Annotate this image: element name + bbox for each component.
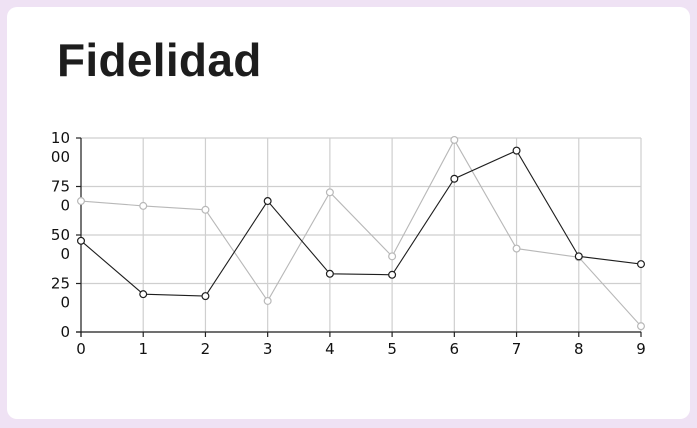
series-2-point [201,292,210,301]
y-tick-label-line: 50 [51,226,70,244]
x-tick-label: 7 [512,340,522,358]
series-line-2 [80,149,642,297]
x-tick-label: 4 [325,340,335,358]
y-tick-label-line: 75 [51,178,70,196]
x-tick-label: 9 [636,340,646,358]
y-tick-label: 10 00 [51,129,70,166]
x-tick-label: 8 [574,340,584,358]
series-1-point [450,135,459,144]
series-2-point [512,146,521,155]
series-2-point [574,252,583,261]
chart-title: Fidelidad [57,34,262,86]
series-2-point [388,270,397,279]
series-1-point [76,197,85,206]
series-2-point [325,269,334,278]
series-2-point [636,260,645,269]
x-tick-label: 1 [138,340,148,358]
y-tick-label-line: 25 [51,275,70,293]
series-2-point [76,236,85,245]
x-tick-label: 0 [76,340,86,358]
series-1-point [201,205,210,214]
y-tick-label: 75 0 [51,178,70,215]
series-1-point [139,201,148,210]
y-tick-label: 50 0 [51,226,70,263]
series-2-point [450,174,459,183]
x-tick-label: 3 [263,340,273,358]
x-tick-label: 6 [450,340,460,358]
series-1-point [388,252,397,261]
chart-card [7,7,690,419]
y-tick-label-line: 10 [51,129,70,147]
series-1-point [636,322,645,331]
series-1-point [325,188,334,197]
x-tick-label: 2 [201,340,211,358]
y-tick-label: 0 [60,323,70,341]
y-tick-label-line: 0 [60,197,70,215]
series-1-point [512,244,521,253]
y-tick-label-line: 00 [51,148,70,166]
series-2-point [263,197,272,206]
x-tick-label: 5 [387,340,397,358]
y-tick-label-line: 0 [60,294,70,312]
y-tick-label: 25 0 [51,275,70,312]
y-tick-label-line: 0 [60,245,70,263]
series-line-1 [80,138,642,327]
series-1-point [263,296,272,305]
y-tick-label-line: 0 [60,323,70,341]
series-2-point [139,290,148,299]
